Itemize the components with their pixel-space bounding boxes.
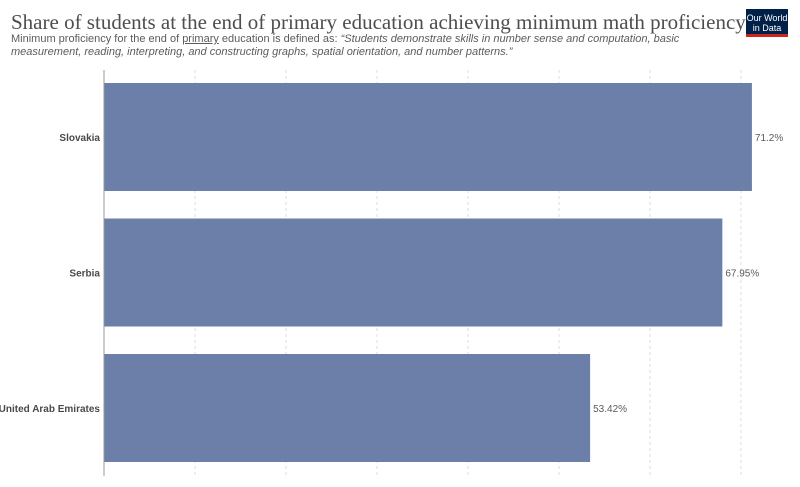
logo-line-2: in Data xyxy=(752,23,782,33)
bar-serbia[interactable] xyxy=(104,218,723,327)
chart-subtitle: Minimum proficiency for the end of prima… xyxy=(11,33,711,59)
bar-united-arab-emirates[interactable] xyxy=(104,354,591,462)
logo-stripe xyxy=(746,34,788,37)
chart-title: Share of students at the end of primary … xyxy=(11,10,746,34)
bar-slovakia[interactable] xyxy=(104,83,752,191)
value-label: 67.95% xyxy=(725,269,759,280)
subtitle-link-primary[interactable]: primary xyxy=(182,33,219,45)
category-label: Slovakia xyxy=(59,133,100,144)
subtitle-quote: “Students demonstrate skills in number s… xyxy=(11,33,680,58)
category-label: Serbia xyxy=(69,269,100,280)
owid-logo[interactable]: Our World in Data xyxy=(746,9,788,37)
value-label: 53.42% xyxy=(593,404,627,415)
category-label: United Arab Emirates xyxy=(0,404,100,415)
value-label: 71.2% xyxy=(755,133,783,144)
logo-line-1: Our World xyxy=(746,13,788,23)
subtitle-mid: education is defined as: xyxy=(218,33,341,45)
subtitle-prefix: Minimum proficiency for the end of xyxy=(11,33,183,45)
